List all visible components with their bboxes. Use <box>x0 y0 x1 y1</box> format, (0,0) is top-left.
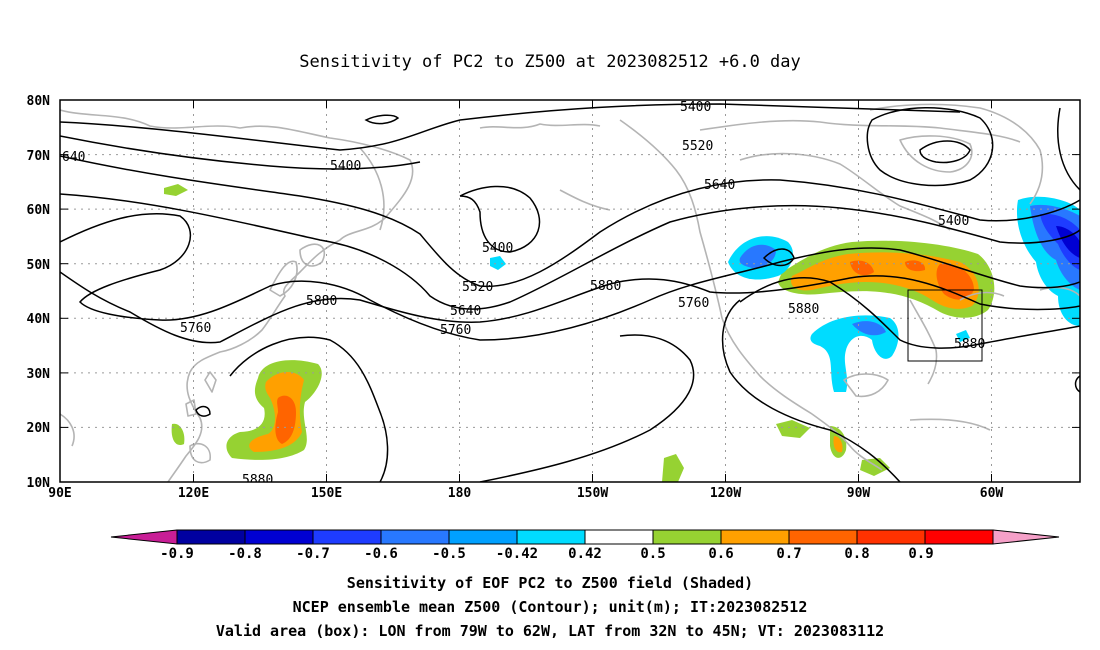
colorbar-cell <box>856 529 926 545</box>
latitude-labels: 80N 70N 60N 50N 40N 30N 20N 10N <box>27 94 51 491</box>
valid-area-box <box>907 289 983 362</box>
colorbar-label: 0.8 <box>844 546 869 562</box>
contour-label: 5880 <box>306 294 337 309</box>
contour-label: 5520 <box>462 280 493 295</box>
colorbar-cell <box>176 529 246 545</box>
lat-label: 70N <box>27 149 51 164</box>
contour-labels: 5400 5400 5400 5400 5520 5520 5640 5640 … <box>62 100 985 488</box>
lat-label: 10N <box>27 476 51 491</box>
lat-label: 20N <box>27 421 51 436</box>
contour-label: 5400 <box>330 159 361 174</box>
contour-label: 5760 <box>440 323 471 338</box>
colorbar-cell <box>584 529 654 545</box>
colorbar-label: -0.9 <box>160 546 194 562</box>
z500-contours <box>60 103 1080 482</box>
lat-label: 50N <box>27 258 51 273</box>
footer-line-1: Sensitivity of EOF PC2 to Z500 field (Sh… <box>347 574 753 592</box>
colorbar-labels: -0.9 -0.8 -0.7 -0.6 -0.5 -0.42 0.42 0.5 … <box>160 546 934 562</box>
map-panel: 5400 5400 5400 5400 5520 5520 5640 5640 … <box>60 100 1080 488</box>
colorbar-label: -0.5 <box>432 546 466 562</box>
map-title: Sensitivity of PC2 to Z500 at 2023082512… <box>299 52 801 72</box>
lat-label: 30N <box>27 367 51 382</box>
contour-label: 5760 <box>180 321 211 336</box>
colorbar-label: 0.5 <box>640 546 665 562</box>
lat-label: 40N <box>27 312 51 327</box>
colorbar-label: 0.42 <box>568 546 602 562</box>
map-frame <box>59 99 1081 483</box>
colorbar-label: -0.7 <box>296 546 330 562</box>
lat-label: 80N <box>27 94 51 109</box>
colorbar-extend-high <box>992 529 1060 545</box>
colorbar-cell <box>788 529 858 545</box>
footer-line-3: Valid area (box): LON from 79W to 62W, L… <box>216 622 884 640</box>
colorbar-cell <box>244 529 314 545</box>
colorbar-label: 0.9 <box>908 546 933 562</box>
colorbar-cell <box>720 529 790 545</box>
lon-label: 150W <box>577 486 608 501</box>
colorbar-cell <box>380 529 450 545</box>
contour-label: 5640 <box>704 178 735 193</box>
contour-label: 5400 <box>680 100 711 115</box>
longitude-labels: 90E 120E 150E 180 150W 120W 90W 60W <box>48 486 1003 501</box>
lon-label: 60W <box>980 486 1004 501</box>
contour-label: 640 <box>62 150 85 165</box>
contour-label: 5520 <box>682 139 713 154</box>
colorbar-label: 0.6 <box>708 546 733 562</box>
contour-label: 5400 <box>482 241 513 256</box>
footer-line-2: NCEP ensemble mean Z500 (Contour); unit(… <box>293 598 808 616</box>
lon-label: 120E <box>178 486 209 501</box>
lat-lon-grid <box>60 100 1080 482</box>
sensitivity-shading <box>164 184 1080 482</box>
lon-label: 90W <box>847 486 871 501</box>
coastlines <box>60 103 1080 482</box>
colorbar-label: -0.42 <box>496 546 538 562</box>
colorbar-label: -0.6 <box>364 546 398 562</box>
lat-label: 60N <box>27 203 51 218</box>
lon-label: 150E <box>311 486 342 501</box>
colorbar-cell <box>924 529 994 545</box>
colorbar-cell <box>516 529 586 545</box>
colorbar-cell <box>652 529 722 545</box>
contour-label: 5760 <box>678 296 709 311</box>
colorbar-label: 0.7 <box>776 546 801 562</box>
contour-label: 5880 <box>788 302 819 317</box>
colorbar-cells <box>110 529 1060 545</box>
lon-label: 120W <box>710 486 741 501</box>
colorbar-cell <box>448 529 518 545</box>
colorbar-cell <box>312 529 382 545</box>
lon-label: 180 <box>448 486 472 501</box>
colorbar: -0.9 -0.8 -0.7 -0.6 -0.5 -0.42 0.42 0.5 … <box>110 529 1060 562</box>
contour-label: 5400 <box>938 214 969 229</box>
contour-label: 5880 <box>954 337 985 352</box>
colorbar-label: -0.8 <box>228 546 262 562</box>
contour-label: 5880 <box>242 473 273 488</box>
contour-label: 5880 <box>590 279 621 294</box>
contour-label: 5640 <box>450 304 481 319</box>
lon-label: 90E <box>48 486 71 501</box>
colorbar-extend-low <box>110 529 178 545</box>
frame-ticks <box>60 99 1080 482</box>
